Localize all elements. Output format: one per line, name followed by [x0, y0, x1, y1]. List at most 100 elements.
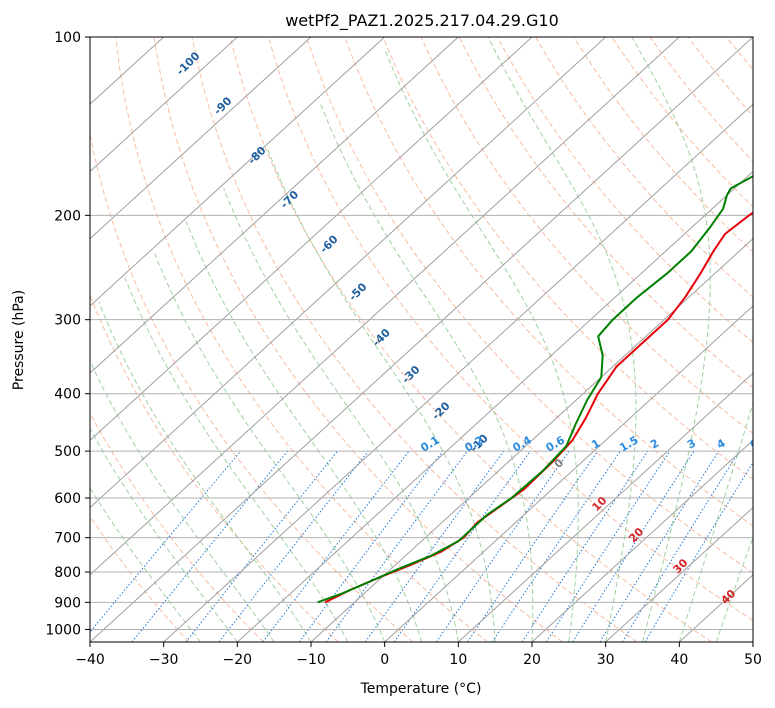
moist-adiabat [223, 188, 459, 642]
x-tick-label: 40 [670, 652, 688, 668]
isotherm-line [90, 37, 753, 642]
moist-adiabat [185, 221, 422, 642]
y-tick-label: 400 [54, 387, 81, 403]
mixing-ratio-line [218, 450, 369, 642]
moist-adiabat-label: 30 [671, 556, 691, 576]
x-axis-label: Temperature (°C) [360, 681, 482, 697]
profiles [317, 175, 753, 604]
isotherm-line [605, 506, 753, 642]
y-tick-label: 800 [54, 565, 81, 581]
mixing-ratio-line [521, 450, 649, 642]
x-axis-ticks: −40 −30 −20 −10 0 10 20 30 40 50 [75, 642, 762, 668]
dry-adiabat [496, 37, 753, 344]
isotherm-label: -90 [211, 94, 234, 117]
isotherm-line [90, 37, 607, 509]
dry-adiabat [306, 37, 753, 574]
moist-adiabat [98, 301, 312, 642]
isotherm-label: -60 [317, 232, 340, 255]
dry-adiabat [115, 37, 488, 642]
dry-adiabat [458, 37, 753, 389]
mixing-ratio-line [262, 450, 410, 642]
mixing-ratio-line [621, 450, 740, 642]
isotherm-label: -50 [346, 280, 369, 303]
moist-adiabat-label: 10 [589, 494, 609, 514]
y-tick-label: 100 [54, 30, 81, 46]
isotherm-line [90, 37, 459, 374]
isotherm-label: -30 [399, 363, 422, 386]
y-tick-label: 1000 [45, 622, 81, 638]
isotherm-line [531, 439, 753, 642]
x-tick-label: −40 [75, 652, 105, 668]
y-tick-label: 500 [54, 444, 81, 460]
moist-adiabat [631, 37, 711, 642]
chart-title: wetPf2_PAZ1.2025.217.04.29.G10 [285, 11, 559, 31]
mixing-ratio-line [599, 450, 720, 642]
moist-adiabat [678, 401, 753, 642]
isotherm-line [163, 103, 753, 642]
dry-adiabat [382, 37, 753, 481]
y-tick-label: 700 [54, 531, 81, 547]
isotherm-label: -40 [370, 326, 393, 349]
isotherm-label: -70 [278, 188, 301, 211]
dry-adiabat [229, 37, 712, 642]
dry-adiabat [649, 37, 753, 163]
mixing-ratio-line [644, 461, 753, 642]
mixing-ratio-line [435, 450, 570, 642]
background-lines [90, 37, 775, 642]
isotherm-line [90, 37, 312, 240]
y-tick-label: 300 [54, 313, 81, 329]
isotherm-line [90, 37, 533, 442]
mixing-ratio-label: 1 [589, 437, 602, 452]
x-tick-label: 10 [449, 652, 467, 668]
mixing-ratio-label: 6 [748, 436, 761, 451]
mixing-ratio-line [90, 450, 242, 633]
moist-adiabat [267, 149, 496, 642]
isotherm-line [310, 237, 753, 642]
isotherm-line [90, 37, 386, 307]
dry-adiabat [268, 37, 753, 622]
isotherm-line [384, 305, 753, 642]
dry-adiabat [90, 515, 190, 642]
mixing-ratio-line [491, 450, 621, 642]
x-tick-label: 20 [523, 652, 541, 668]
x-tick-label: 30 [597, 652, 615, 668]
mixing-ratio-line [298, 450, 444, 642]
moist-adiabat-label: 20 [626, 525, 646, 545]
mixing-ratio-line [467, 450, 599, 642]
mixing-ratio-line [131, 450, 288, 642]
x-tick-label: −20 [223, 652, 253, 668]
x-tick-label: −30 [149, 652, 179, 668]
moist-adiabat [153, 251, 386, 642]
x-tick-label: −10 [296, 652, 326, 668]
moist-adiabat [487, 37, 637, 642]
mixing-ratio-label: 4 [714, 436, 727, 451]
moist-adiabat [90, 486, 201, 642]
moist-adiabat [124, 277, 349, 642]
dewpoint-profile [317, 175, 753, 604]
mixing-ratio-line [325, 450, 468, 642]
dry-adiabat [344, 37, 753, 527]
isotherm-line [457, 372, 753, 642]
y-tick-label: 600 [54, 491, 81, 507]
moist-adiabat [715, 535, 753, 642]
isotherm-line [90, 37, 238, 173]
isotherm-label: -100 [174, 49, 203, 78]
mixing-ratio-line [364, 450, 505, 642]
mixing-ratio-line [185, 450, 338, 642]
dry-adiabat [573, 37, 753, 253]
isotherm-line [90, 37, 680, 576]
x-tick-label: 0 [380, 652, 389, 668]
mixing-ratio-line [572, 450, 695, 642]
dry-adiabat [765, 37, 775, 642]
dry-adiabat [726, 37, 753, 71]
moist-adiabat [384, 49, 579, 642]
dry-adiabat [535, 37, 753, 298]
moist-adiabat [320, 104, 534, 642]
y-axis-label: Pressure (hPa) [11, 290, 27, 390]
dry-adiabat [611, 37, 753, 208]
mixing-ratio-label: 2 [648, 437, 661, 452]
x-tick-label: 50 [744, 652, 762, 668]
isotherm-label: -20 [429, 399, 452, 422]
dry-adiabat [90, 131, 414, 642]
